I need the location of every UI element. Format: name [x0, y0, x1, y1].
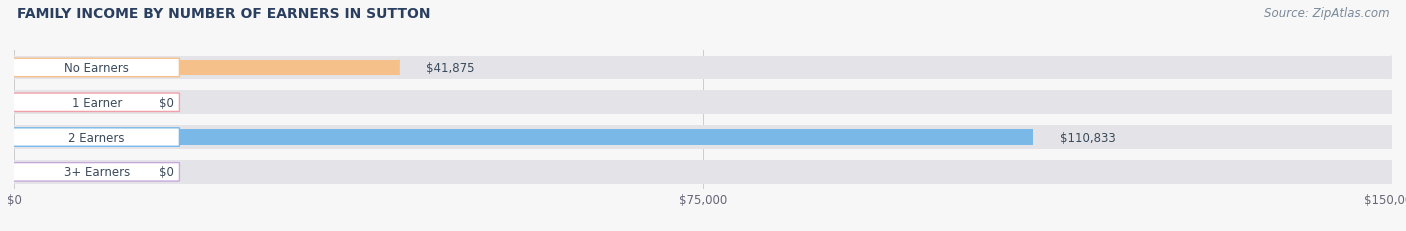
Bar	[14, 56, 1392, 80]
FancyBboxPatch shape	[0, 128, 180, 147]
Text: FAMILY INCOME BY NUMBER OF EARNERS IN SUTTON: FAMILY INCOME BY NUMBER OF EARNERS IN SU…	[17, 7, 430, 21]
Text: No Earners: No Earners	[65, 62, 129, 75]
Bar	[14, 91, 1392, 115]
Text: $0: $0	[159, 96, 173, 109]
Bar	[14, 126, 1392, 149]
FancyBboxPatch shape	[0, 163, 180, 181]
FancyBboxPatch shape	[0, 59, 180, 77]
Bar	[14, 160, 1392, 184]
Text: 1 Earner: 1 Earner	[72, 96, 122, 109]
Text: Source: ZipAtlas.com: Source: ZipAtlas.com	[1264, 7, 1389, 20]
Bar	[14, 164, 131, 180]
Text: $110,833: $110,833	[1060, 131, 1115, 144]
Text: $0: $0	[159, 166, 173, 179]
FancyBboxPatch shape	[0, 94, 180, 112]
Bar	[14, 95, 131, 110]
Bar	[14, 130, 1032, 145]
Text: $41,875: $41,875	[426, 62, 475, 75]
Bar	[14, 61, 399, 76]
Text: 3+ Earners: 3+ Earners	[63, 166, 129, 179]
Text: 2 Earners: 2 Earners	[69, 131, 125, 144]
